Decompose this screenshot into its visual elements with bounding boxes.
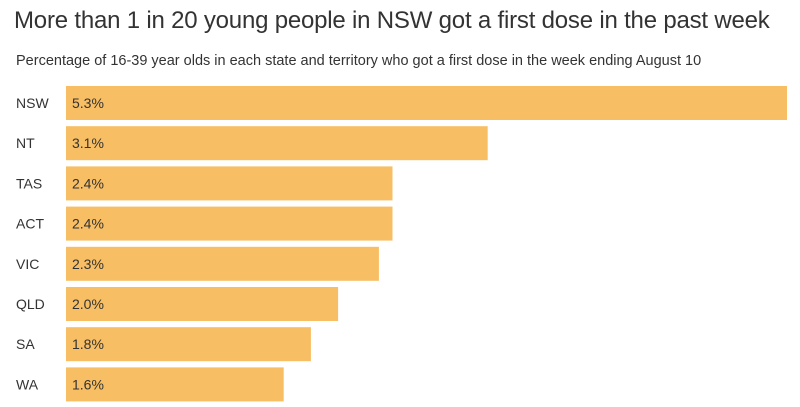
value-label-wa: 1.6% xyxy=(72,376,104,392)
category-label-qld: QLD xyxy=(16,296,45,312)
category-label-vic: VIC xyxy=(16,256,39,272)
bar-nsw xyxy=(66,86,787,120)
category-label-wa: WA xyxy=(16,376,39,392)
bar-act xyxy=(66,206,393,241)
value-label-qld: 2.0% xyxy=(72,296,104,312)
bar-qld xyxy=(66,287,339,321)
chart-subtitle: Percentage of 16-39 year olds in each st… xyxy=(16,53,702,69)
chart-title: More than 1 in 20 young people in NSW go… xyxy=(14,7,770,34)
category-label-nsw: NSW xyxy=(16,95,49,111)
value-label-tas: 2.4% xyxy=(72,175,104,191)
bar-nt xyxy=(66,126,488,161)
value-label-act: 2.4% xyxy=(72,216,104,232)
bar-tas xyxy=(66,166,393,201)
value-label-sa: 1.8% xyxy=(72,336,104,352)
category-label-act: ACT xyxy=(16,216,44,232)
category-label-nt: NT xyxy=(16,135,35,151)
category-label-tas: TAS xyxy=(16,175,42,191)
category-label-sa: SA xyxy=(16,336,35,352)
bar-vic xyxy=(66,246,379,281)
bar-wa xyxy=(66,367,284,402)
value-label-nsw: 5.3% xyxy=(72,95,104,111)
value-label-vic: 2.3% xyxy=(72,256,104,272)
bar-sa xyxy=(66,327,311,362)
value-label-nt: 3.1% xyxy=(72,135,104,151)
